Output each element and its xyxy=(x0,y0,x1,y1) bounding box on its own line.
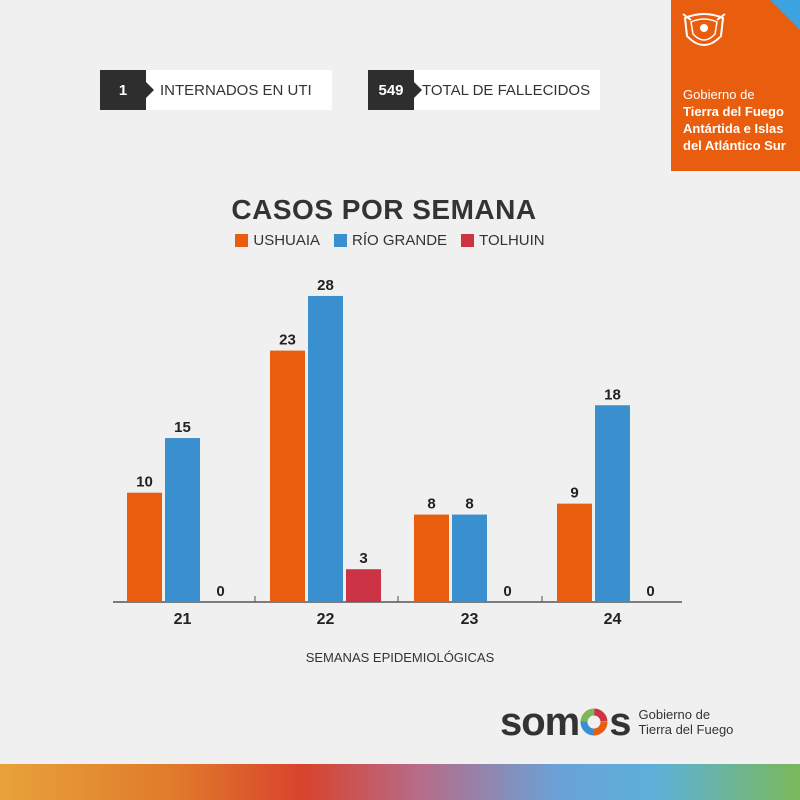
stat-value: 1 xyxy=(100,70,154,110)
data-label: 0 xyxy=(646,583,654,600)
somos-sub-line-2: Tierra del Fuego xyxy=(638,722,734,737)
government-text: Gobierno de Tierra del Fuego Antártida e… xyxy=(683,86,786,154)
bar-río-grande-22 xyxy=(308,295,343,602)
data-label: 0 xyxy=(216,583,224,600)
gov-line-4: del Atlántico Sur xyxy=(683,138,786,153)
chart-title: CASOS POR SEMANA xyxy=(231,194,537,225)
stat-label: TOTAL DE FALLECIDOS xyxy=(414,70,600,110)
chart-legend: USHUAIA RÍO GRANDE TOLHUIN xyxy=(0,232,780,249)
data-label: 3 xyxy=(359,550,367,567)
legend-label: TOLHUIN xyxy=(479,232,545,249)
data-label: 18 xyxy=(604,386,621,403)
somos-wordmark: som s xyxy=(500,699,632,744)
legend-item-tolhuin: TOLHUIN xyxy=(461,232,545,249)
bar-ushuaia-21 xyxy=(127,492,162,602)
bar-río-grande-21 xyxy=(165,438,200,602)
data-label: 28 xyxy=(317,277,334,294)
coat-of-arms-icon xyxy=(682,13,726,46)
stat-total-fallecidos: 549 TOTAL DE FALLECIDOS xyxy=(368,70,600,110)
x-tick-label: 24 xyxy=(604,611,622,628)
government-badge: Gobierno de Tierra del Fuego Antártida e… xyxy=(671,0,800,171)
bar-río-grande-24 xyxy=(595,405,630,602)
gov-line-1: Gobierno de xyxy=(683,87,755,102)
bottom-color-bar xyxy=(0,764,800,800)
stat-internados-uti: 1 INTERNADOS EN UTI xyxy=(100,70,332,110)
legend-swatch xyxy=(334,234,348,247)
data-label: 8 xyxy=(465,496,473,513)
data-label: 8 xyxy=(427,496,435,513)
somos-logo: som s Gobierno de Tierra del Fuego xyxy=(500,700,733,744)
bar-ushuaia-23 xyxy=(414,514,449,602)
x-tick-label: 22 xyxy=(317,611,335,628)
x-tick-label: 23 xyxy=(461,611,479,628)
bar-ushuaia-24 xyxy=(557,503,592,602)
legend-item-rio-grande: RÍO GRANDE xyxy=(334,232,447,249)
data-label: 10 xyxy=(136,474,153,491)
somos-subtitle: Gobierno de Tierra del Fuego xyxy=(639,707,734,737)
legend-label: USHUAIA xyxy=(253,232,321,249)
data-label: 23 xyxy=(279,332,296,349)
x-axis-title: SEMANAS EPIDEMIOLÓGICAS xyxy=(305,650,495,665)
legend-swatch xyxy=(461,234,475,247)
legend-label: RÍO GRANDE xyxy=(352,232,448,249)
somos-ring-icon xyxy=(580,708,608,736)
data-label: 9 xyxy=(570,485,578,502)
legend-swatch xyxy=(235,234,249,247)
stat-label: INTERNADOS EN UTI xyxy=(146,70,332,110)
legend-item-ushuaia: USHUAIA xyxy=(235,232,320,249)
gov-line-2: Tierra del Fuego xyxy=(683,104,784,119)
bar-río-grande-23 xyxy=(452,514,487,602)
data-label: 0 xyxy=(503,583,511,600)
corner-fold xyxy=(770,0,800,30)
gov-line-3: Antártida e Islas xyxy=(683,121,784,136)
somos-sub-line-1: Gobierno de xyxy=(638,707,711,722)
bar-chart: 10 15 0 21 23 28 3 22 8 8 0 23 9 18 0 24 xyxy=(113,277,682,628)
bar-tolhuin-22 xyxy=(346,569,381,602)
x-tick-label: 21 xyxy=(174,611,192,628)
data-label: 15 xyxy=(174,419,191,436)
stat-value: 549 xyxy=(368,70,422,110)
bar-ushuaia-22 xyxy=(270,350,305,602)
